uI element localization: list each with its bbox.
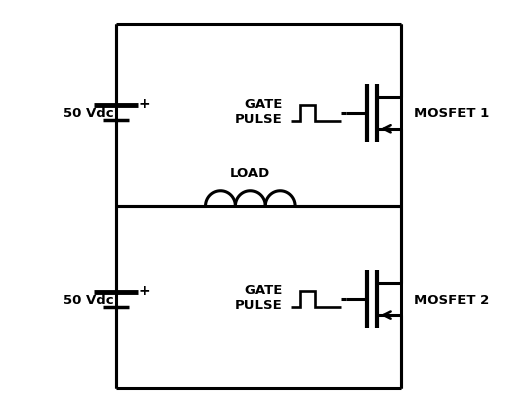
Text: MOSFET 2: MOSFET 2 — [414, 293, 489, 306]
Text: MOSFET 1: MOSFET 1 — [414, 107, 489, 120]
Text: 50 Vdc: 50 Vdc — [63, 107, 113, 120]
Text: GATE
PULSE: GATE PULSE — [235, 283, 283, 311]
Text: +: + — [139, 97, 150, 111]
Text: 50 Vdc: 50 Vdc — [63, 293, 113, 306]
Text: +: + — [139, 283, 150, 297]
Text: GATE
PULSE: GATE PULSE — [235, 97, 283, 126]
Text: LOAD: LOAD — [230, 167, 270, 180]
